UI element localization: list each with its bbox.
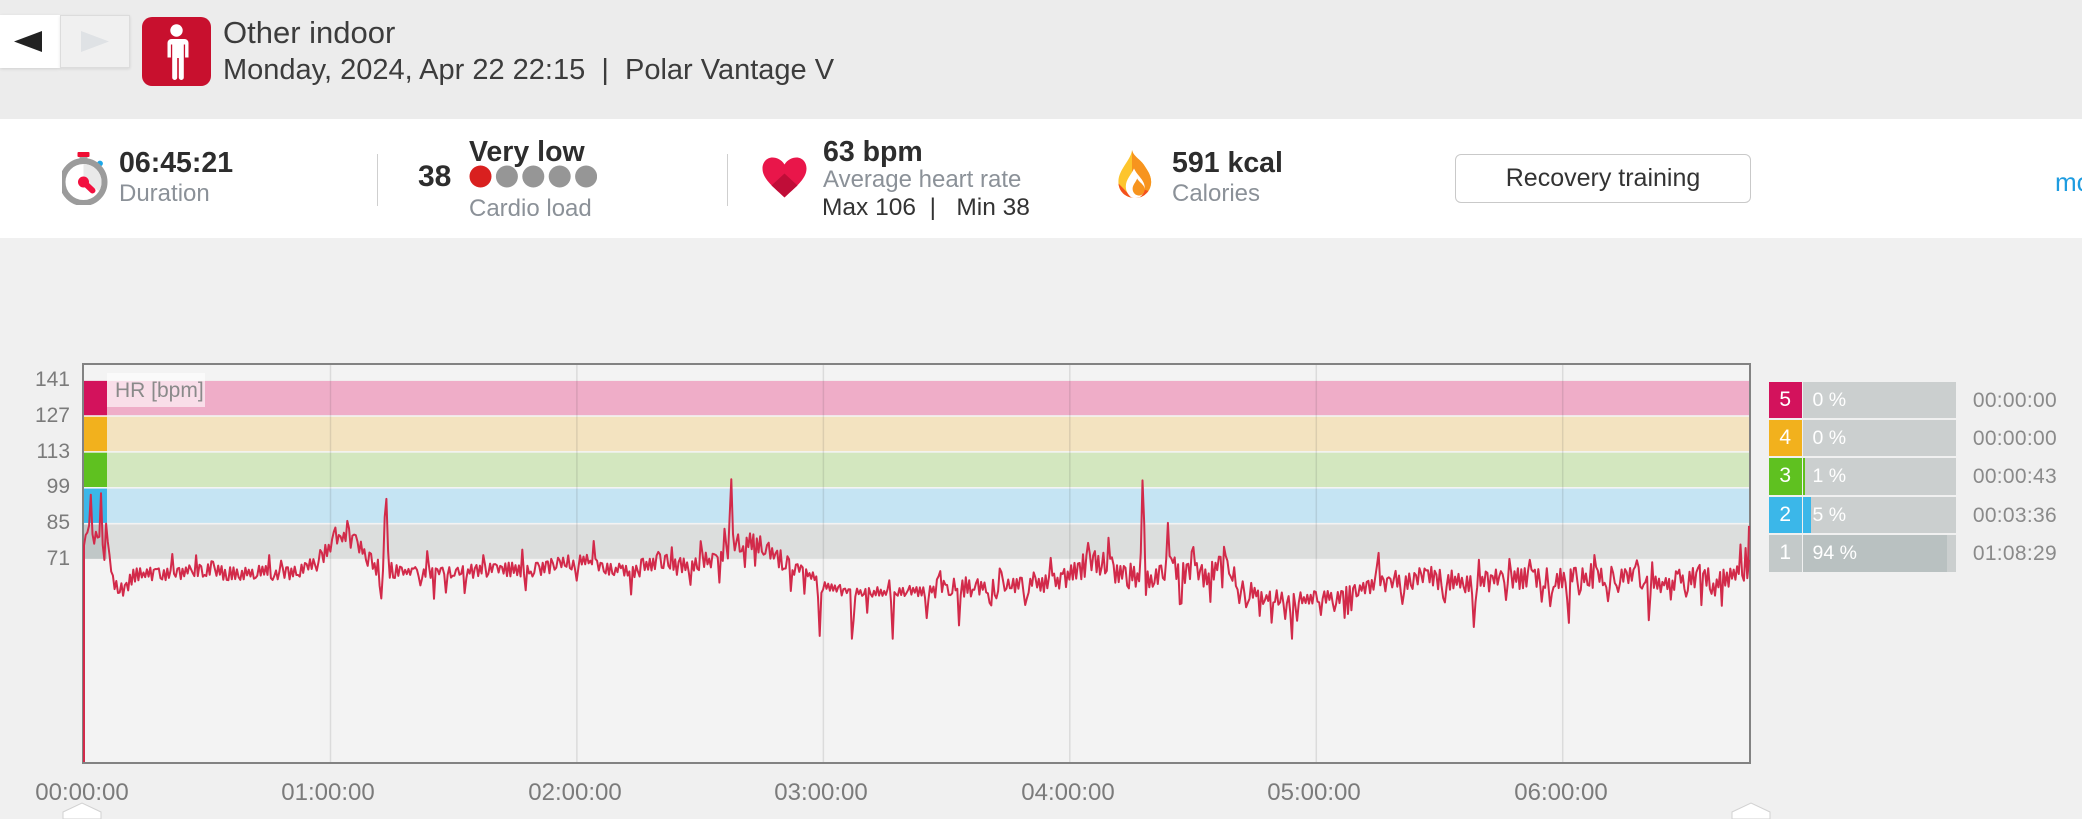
svg-text:HR [bpm]: HR [bpm] (115, 379, 204, 402)
